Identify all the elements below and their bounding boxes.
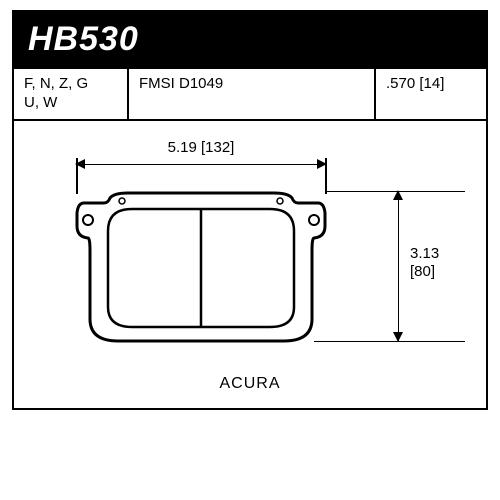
ext-line-left: [76, 158, 78, 194]
spec-card: HB530 F, N, Z, G U, W FMSI D1049 .570 [1…: [12, 10, 488, 410]
ext-line-top: [327, 191, 465, 193]
fmsi-cell: FMSI D1049: [129, 69, 376, 119]
ext-line-bottom: [314, 341, 465, 343]
compounds-line1: F, N, Z, G: [24, 75, 117, 94]
width-dim-line: [76, 158, 326, 172]
height-mm: [80]: [410, 263, 439, 281]
height-label: 3.13 [80]: [410, 245, 439, 281]
compounds-line2: U, W: [24, 94, 117, 113]
brake-pad-icon: [74, 191, 328, 343]
width-dimension: 5.19 [132]: [76, 139, 326, 172]
height-in: 3.13: [410, 245, 439, 263]
thickness-cell: .570 [14]: [376, 69, 486, 119]
header-bar: HB530: [14, 12, 486, 69]
spec-row: F, N, Z, G U, W FMSI D1049 .570 [14]: [14, 69, 486, 121]
brand-label: ACURA: [14, 375, 486, 393]
width-label: 5.19 [132]: [76, 139, 326, 156]
height-dimension: 3.13 [80]: [392, 191, 452, 341]
part-number: HB530: [28, 20, 472, 59]
compounds-cell: F, N, Z, G U, W: [14, 69, 129, 119]
ext-line-right: [325, 158, 327, 194]
diagram-area: 5.19 [132] 3.13 [80]: [14, 121, 486, 401]
